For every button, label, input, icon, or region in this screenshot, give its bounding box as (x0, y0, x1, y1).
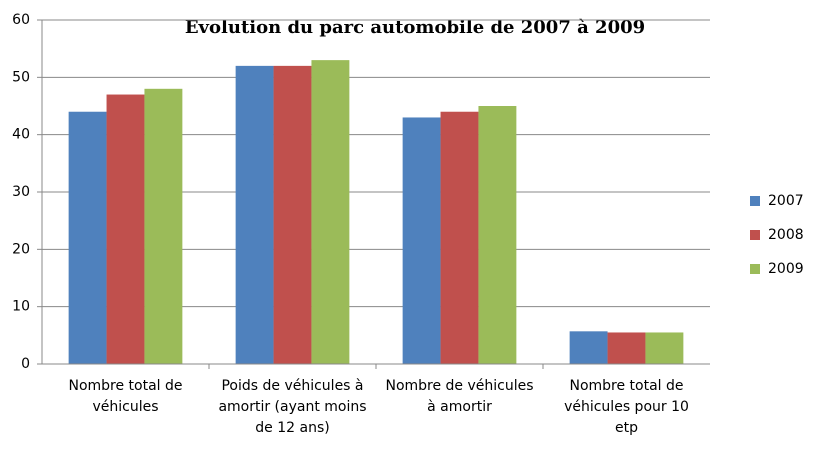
legend-swatch (750, 196, 760, 206)
bar (569, 331, 608, 364)
legend-swatch (750, 264, 760, 274)
chart-title: Evolution du parc automobile de 2007 à 2… (185, 17, 645, 38)
legend-label: 2009 (768, 261, 804, 277)
bar (645, 332, 684, 364)
y-tick-label: 40 (12, 127, 30, 143)
bar (402, 117, 441, 364)
y-tick-label: 30 (12, 184, 30, 200)
bar (273, 65, 312, 364)
legend-swatch (750, 230, 760, 240)
x-tick-label: Nombre total de véhicules (68, 378, 183, 415)
bar (106, 94, 145, 365)
y-tick-label: 60 (12, 12, 30, 28)
y-tick-label: 10 (12, 299, 30, 315)
legend-label: 2008 (768, 227, 804, 243)
bar (144, 88, 183, 365)
legend-label: 2007 (768, 193, 804, 209)
x-tick-label: Nombre de véhicules à amortir (385, 378, 534, 415)
y-tick-label: 50 (12, 69, 30, 85)
bar (607, 332, 646, 364)
bar (235, 65, 274, 364)
bar (478, 106, 517, 364)
bar (311, 60, 350, 365)
bar (68, 111, 107, 364)
y-tick-label: 20 (12, 241, 30, 257)
x-tick-label: Poids de véhicules à amortir (ayant moin… (218, 378, 367, 436)
y-tick-label: 0 (21, 356, 30, 372)
bar (440, 111, 479, 364)
x-tick-label: Nombre total de véhicules pour 10 etp (564, 378, 689, 436)
